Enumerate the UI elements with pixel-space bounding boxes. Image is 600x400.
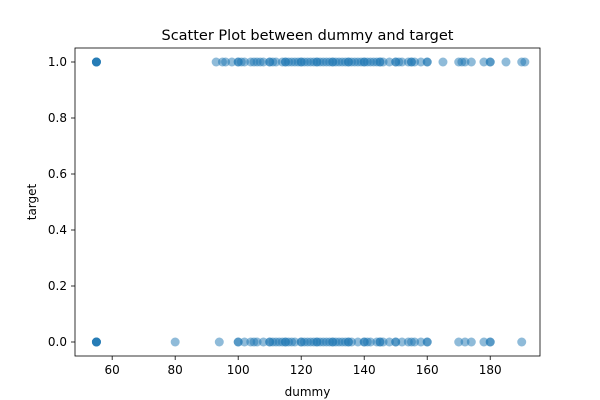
plot-area-frame	[74, 47, 541, 357]
y-tick-label: 1.0	[48, 55, 67, 69]
x-tick-label: 80	[168, 363, 183, 377]
scatter-point	[416, 57, 426, 67]
x-tick-label: 60	[105, 363, 120, 377]
scatter-point	[378, 337, 388, 347]
y-tick-label: 0.0	[48, 335, 67, 349]
scatter-point	[353, 337, 363, 347]
scatter-point	[485, 57, 495, 67]
data-points	[91, 57, 530, 347]
scatter-point	[517, 337, 527, 347]
chart-title: Scatter Plot between dummy and target	[162, 28, 454, 44]
scatter-point	[221, 57, 231, 67]
x-tick-label: 100	[227, 363, 250, 377]
scatter-point	[227, 57, 237, 67]
scatter-point	[397, 337, 407, 347]
scatter-point	[479, 337, 489, 347]
scatter-point	[239, 57, 249, 67]
scatter-point	[214, 337, 224, 347]
scatter-point	[271, 57, 281, 67]
scatter-point	[252, 337, 262, 347]
y-tick-label: 0.4	[48, 223, 67, 237]
scatter-point	[170, 337, 180, 347]
scatter-point	[410, 57, 420, 67]
scatter-point	[422, 337, 432, 347]
scatter-point	[384, 337, 394, 347]
x-axis-ticks: 60 80 100 120 140 160 180	[105, 356, 502, 377]
scatter-point	[233, 337, 243, 347]
x-axis-label: dummy	[285, 385, 331, 399]
scatter-point	[378, 57, 388, 67]
scatter-point	[91, 57, 101, 67]
scatter-point	[466, 337, 476, 347]
scatter-point	[422, 57, 432, 67]
scatter-point	[258, 57, 268, 67]
scatter-point	[366, 337, 376, 347]
scatter-point	[520, 57, 530, 67]
scatter-point	[416, 337, 426, 347]
scatter-point	[438, 57, 448, 67]
y-tick-label: 0.6	[48, 167, 67, 181]
y-tick-label: 0.2	[48, 279, 67, 293]
y-axis-label: target	[25, 183, 39, 220]
scatter-point	[239, 337, 249, 347]
x-tick-label: 140	[353, 363, 376, 377]
scatter-point	[479, 57, 489, 67]
x-tick-label: 120	[290, 363, 313, 377]
scatter-point	[91, 337, 101, 347]
scatter-point	[410, 337, 420, 347]
scatter-point	[501, 57, 511, 67]
scatter-point	[397, 57, 407, 67]
scatter-point	[460, 337, 470, 347]
x-tick-label: 160	[416, 363, 439, 377]
scatter-point	[460, 57, 470, 67]
y-tick-label: 0.8	[48, 111, 67, 125]
scatter-point	[211, 57, 221, 67]
scatter-point	[290, 337, 300, 347]
scatter-point	[384, 57, 394, 67]
scatter-point	[454, 337, 464, 347]
x-tick-label: 180	[479, 363, 502, 377]
scatter-point	[258, 337, 268, 347]
y-axis-ticks: 0.0 0.2 0.4 0.6 0.8 1.0	[48, 55, 75, 349]
scatter-point	[391, 337, 401, 347]
scatter-point	[485, 337, 495, 347]
scatter-point	[347, 337, 357, 347]
scatter-point	[466, 57, 476, 67]
